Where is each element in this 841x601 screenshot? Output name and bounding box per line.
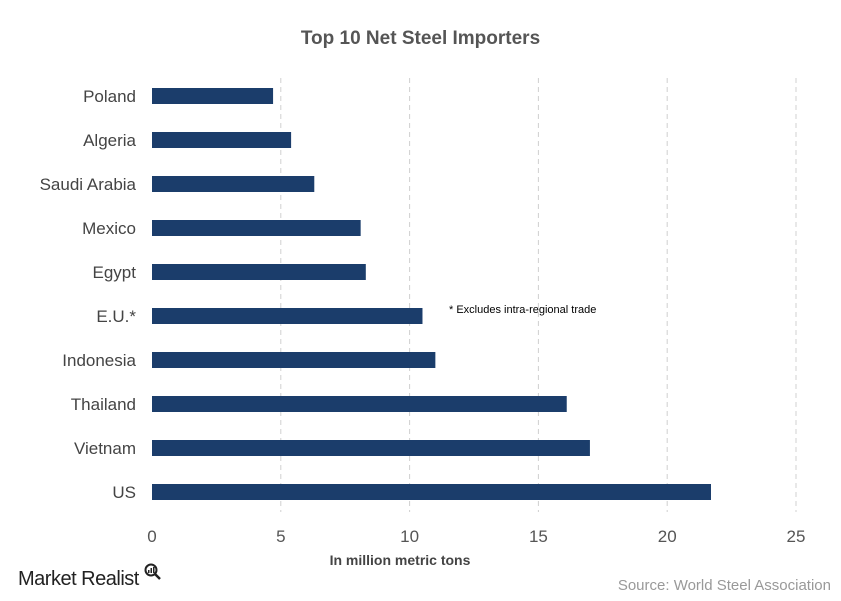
y-tick-label: Mexico	[82, 219, 136, 238]
bar	[152, 264, 366, 280]
chart-title: Top 10 Net Steel Importers	[300, 28, 541, 49]
x-tick-label: 5	[276, 527, 285, 546]
bar	[152, 176, 315, 192]
y-tick-label: Thailand	[71, 395, 136, 414]
bar	[152, 220, 361, 236]
bar	[152, 352, 436, 368]
logo: Market Realist	[18, 568, 139, 590]
y-tick-label: Saudi Arabia	[40, 175, 137, 194]
x-tick-label: 0	[147, 527, 156, 546]
x-tick-label: 10	[400, 527, 419, 546]
y-tick-label: Indonesia	[62, 351, 136, 370]
y-tick-label: US	[112, 483, 136, 502]
bar	[152, 484, 711, 500]
bar	[152, 88, 274, 104]
bar	[152, 308, 423, 324]
x-tick-label: 15	[529, 527, 548, 546]
bar	[152, 440, 590, 456]
magnifier-chart-icon	[144, 563, 161, 580]
bar	[152, 132, 292, 148]
x-tick-label: 20	[658, 527, 677, 546]
x-axis-label: In million metric tons	[329, 552, 471, 568]
y-tick-label: Algeria	[83, 131, 136, 150]
source-note: Source: World Steel Association	[617, 577, 831, 594]
annotation: * Excludes intra-regional trade	[449, 304, 597, 316]
y-tick-label: E.U.*	[96, 307, 136, 326]
y-tick-label: Poland	[83, 87, 136, 106]
y-tick-label: Egypt	[93, 263, 137, 282]
y-tick-label: Vietnam	[74, 439, 136, 458]
x-tick-label: 25	[787, 527, 806, 546]
bar	[152, 396, 567, 412]
